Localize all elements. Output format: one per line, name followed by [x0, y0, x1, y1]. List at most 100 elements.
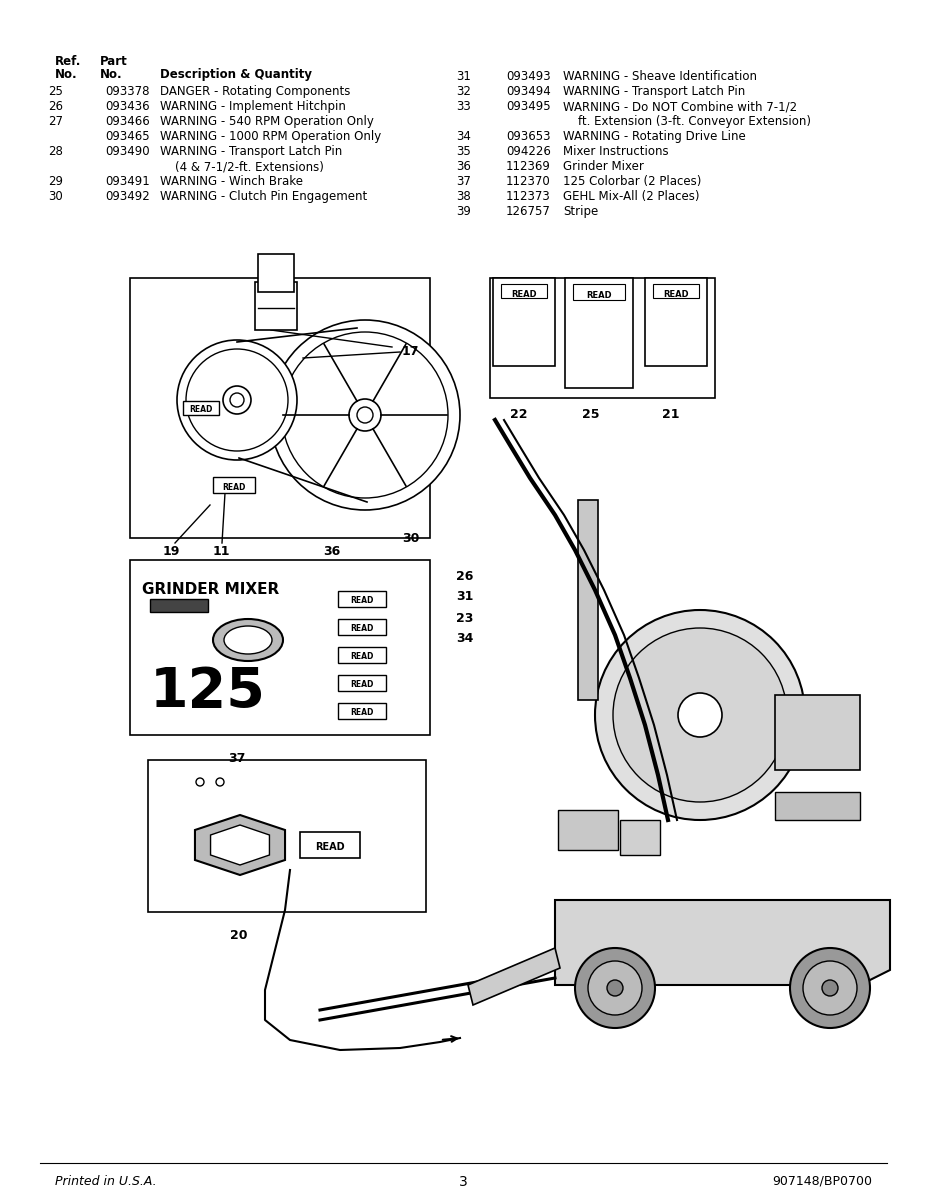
Bar [578, 500, 598, 700]
Text: 093494: 093494 [506, 85, 551, 98]
Text: 093378: 093378 [105, 85, 149, 98]
Text: 094226: 094226 [506, 145, 551, 158]
Text: 25: 25 [48, 85, 63, 98]
Text: READ: READ [350, 680, 374, 689]
Bar [258, 254, 294, 292]
Text: WARNING - Implement Hitchpin: WARNING - Implement Hitchpin [160, 100, 346, 113]
Text: READ: READ [189, 404, 212, 414]
Text: 093492: 093492 [105, 190, 150, 203]
Text: 093495: 093495 [506, 100, 551, 113]
Text: WARNING - 540 RPM Operation Only: WARNING - 540 RPM Operation Only [160, 115, 374, 128]
Text: 093653: 093653 [506, 130, 551, 143]
Text: GRINDER MIXER: GRINDER MIXER [142, 582, 279, 596]
Circle shape [790, 948, 870, 1028]
Circle shape [607, 980, 623, 996]
Text: Printed in U.S.A.: Printed in U.S.A. [55, 1175, 157, 1188]
Text: DANGER - Rotating Components: DANGER - Rotating Components [160, 85, 350, 98]
Text: READ: READ [222, 482, 246, 492]
Bar [775, 792, 860, 820]
Polygon shape [555, 900, 890, 985]
Bar [493, 278, 555, 366]
Text: WARNING - 1000 RPM Operation Only: WARNING - 1000 RPM Operation Only [160, 130, 381, 143]
Bar [338, 647, 386, 662]
Text: Grinder Mixer: Grinder Mixer [563, 160, 644, 173]
Text: 112373: 112373 [506, 190, 551, 203]
Text: No.: No. [55, 68, 78, 80]
Text: 26: 26 [456, 570, 474, 583]
Bar [338, 674, 386, 691]
Text: 17: 17 [402, 346, 420, 358]
Bar [300, 832, 360, 858]
Text: GEHL Mix-All (2 Places): GEHL Mix-All (2 Places) [563, 190, 700, 203]
Text: Ref.: Ref. [55, 55, 82, 68]
Text: 27: 27 [48, 115, 63, 128]
Bar [338, 619, 386, 635]
Bar [573, 284, 625, 300]
Bar [183, 401, 219, 415]
Text: WARNING - Rotating Drive Line: WARNING - Rotating Drive Line [563, 130, 745, 143]
Circle shape [196, 778, 204, 786]
Text: WARNING - Sheave Identification: WARNING - Sheave Identification [563, 70, 757, 83]
Text: READ: READ [511, 290, 537, 299]
Text: 125: 125 [150, 665, 266, 719]
Text: 30: 30 [402, 532, 419, 545]
Text: ft. Extension (3-ft. Conveyor Extension): ft. Extension (3-ft. Conveyor Extension) [563, 115, 811, 128]
Text: Description & Quantity: Description & Quantity [160, 68, 312, 80]
Ellipse shape [224, 626, 272, 654]
Text: 39: 39 [456, 205, 471, 218]
Text: 093490: 093490 [105, 145, 149, 158]
Text: 36: 36 [323, 545, 340, 558]
Bar [130, 278, 430, 538]
Text: 3: 3 [459, 1175, 467, 1189]
Circle shape [678, 692, 722, 737]
Text: 28: 28 [48, 145, 63, 158]
Bar [150, 599, 208, 612]
Bar [148, 760, 426, 912]
Text: 33: 33 [456, 100, 471, 113]
Text: 25: 25 [582, 408, 600, 421]
Circle shape [822, 980, 838, 996]
Text: Part: Part [100, 55, 128, 68]
Text: 26: 26 [48, 100, 63, 113]
Circle shape [803, 961, 857, 1015]
Bar [620, 820, 660, 854]
Text: WARNING - Clutch Pin Engagement: WARNING - Clutch Pin Engagement [160, 190, 367, 203]
Text: WARNING - Transport Latch Pin: WARNING - Transport Latch Pin [160, 145, 342, 158]
Text: 37: 37 [456, 175, 471, 188]
Text: 31: 31 [456, 590, 474, 602]
Text: 125 Colorbar (2 Places): 125 Colorbar (2 Places) [563, 175, 702, 188]
Text: WARNING - Transport Latch Pin: WARNING - Transport Latch Pin [563, 85, 745, 98]
Text: No.: No. [100, 68, 122, 80]
Circle shape [575, 948, 655, 1028]
Circle shape [177, 340, 297, 460]
Text: READ: READ [315, 842, 345, 852]
Circle shape [595, 610, 805, 820]
Text: READ: READ [350, 652, 374, 661]
Text: WARNING - Winch Brake: WARNING - Winch Brake [160, 175, 303, 188]
Text: READ: READ [350, 624, 374, 634]
Text: 093466: 093466 [105, 115, 150, 128]
Bar [130, 560, 430, 734]
Circle shape [349, 398, 381, 431]
Bar [565, 278, 633, 388]
Text: 126757: 126757 [506, 205, 551, 218]
Text: 22: 22 [510, 408, 527, 421]
Circle shape [588, 961, 642, 1015]
Text: 093436: 093436 [105, 100, 149, 113]
Circle shape [270, 320, 460, 510]
Text: 36: 36 [456, 160, 471, 173]
Text: Stripe: Stripe [563, 205, 598, 218]
Bar [255, 282, 297, 330]
Circle shape [282, 332, 448, 498]
Polygon shape [468, 948, 560, 1006]
Bar [490, 278, 715, 398]
Text: 30: 30 [48, 190, 63, 203]
Text: 32: 32 [456, 85, 471, 98]
Polygon shape [195, 815, 285, 875]
Text: 29: 29 [48, 175, 63, 188]
Text: 11: 11 [213, 545, 231, 558]
Text: 35: 35 [456, 145, 471, 158]
Bar [645, 278, 707, 366]
Text: 38: 38 [456, 190, 471, 203]
Text: 31: 31 [456, 70, 471, 83]
